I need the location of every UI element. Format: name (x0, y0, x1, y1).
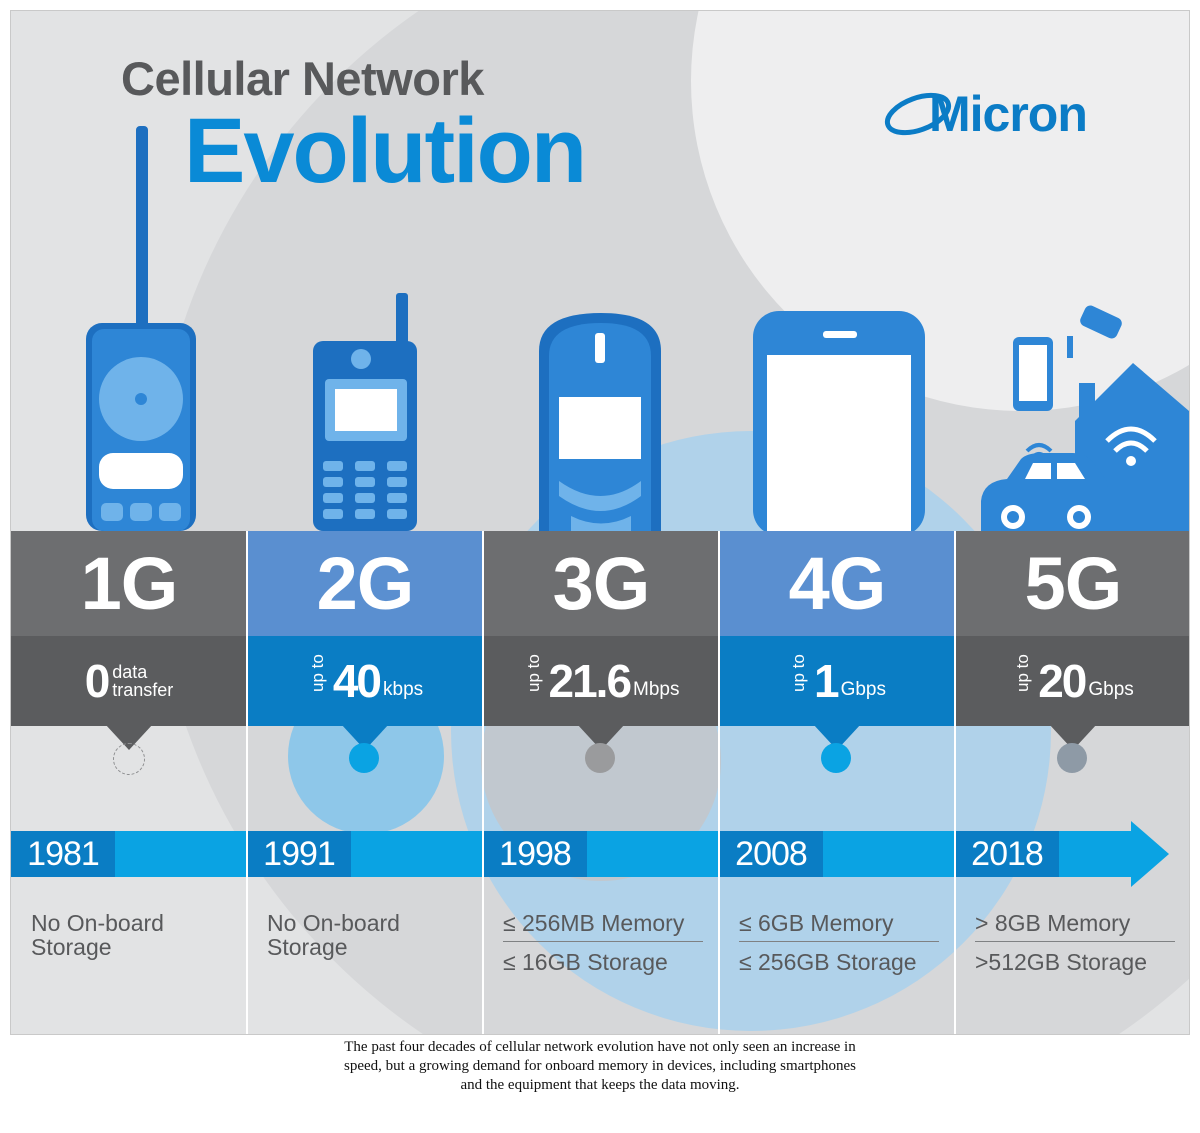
micron-logo-text: Micron (929, 86, 1088, 142)
year-label: 1981 (11, 831, 115, 877)
timeline-dot (1057, 743, 1087, 773)
column-divider (482, 531, 484, 1034)
speed-value: 20 (1038, 655, 1087, 707)
speed-value: 21.6 (548, 655, 633, 707)
year-label: 2008 (719, 831, 823, 877)
year-label: 1998 (483, 831, 587, 877)
speed-band: up to 1 Gbps (719, 636, 955, 750)
generation-label: 2G (247, 531, 483, 636)
storage-line: ≤ 16GB Storage (503, 949, 668, 975)
generation-column-4g: 4G up to 1 Gbps 2008 ≤ 6GB Memory ≤ 256G… (719, 531, 955, 1034)
caption: The past four decades of cellular networ… (344, 1039, 856, 1093)
generation-column-2g: 2G up to 40 kbps 1991 No On-board Storag… (247, 531, 483, 1034)
year-bar: 2008 (719, 831, 955, 877)
timeline-dot (821, 743, 851, 773)
storage-info: ≤ 256MB Memory ≤ 16GB Storage (503, 911, 703, 974)
storage-info: ≤ 6GB Memory ≤ 256GB Storage (739, 911, 939, 974)
speed-unit: kbps (383, 679, 424, 700)
brick-phone-icon (86, 126, 196, 531)
speed-prefix: up to (1013, 654, 1033, 692)
speed-unit: Mbps (633, 679, 680, 700)
speed-value: 40 (332, 655, 382, 707)
speed-text-line-2: transfer (112, 680, 174, 700)
storage-line-1: No On-board (31, 910, 164, 936)
infographic-panel: Cellular Network Evolution Micron 1G 0 d… (10, 10, 1190, 1035)
year-bar: 2018 (955, 831, 1109, 877)
generation-label: 5G (955, 531, 1189, 636)
memory-line: ≤ 6GB Memory (739, 911, 939, 942)
candybar-phone-icon (539, 313, 661, 531)
year-bar: 1998 (483, 831, 719, 877)
iot-devices-icon (981, 305, 1189, 531)
title-line-2: Evolution (184, 100, 587, 202)
year-bar: 1981 (11, 831, 247, 877)
year-bar: 1991 (247, 831, 483, 877)
speed-band: up to 20 Gbps (955, 636, 1189, 750)
speed-text-line-1: data (112, 662, 148, 682)
generation-label: 1G (11, 531, 247, 636)
speed-unit: Gbps (840, 679, 886, 700)
generation-label: 3G (483, 531, 719, 636)
timeline-dot (113, 743, 145, 775)
micron-logo-icon (884, 92, 952, 136)
speed-unit: Gbps (1088, 679, 1134, 700)
speed-band: up to 21.6 Mbps (483, 636, 719, 750)
speed-prefix: up to (523, 654, 543, 692)
storage-info: No On-board Storage (267, 911, 467, 959)
title-line-1: Cellular Network (121, 52, 484, 105)
memory-line: > 8GB Memory (975, 911, 1175, 942)
speed-value: 1 (813, 655, 840, 707)
speed-band: 0 data transfer (11, 636, 247, 750)
storage-line-1: No On-board (267, 910, 400, 936)
generation-label: 4G (719, 531, 955, 636)
speed-band: up to 40 kbps (247, 636, 483, 750)
timeline-dot (585, 743, 615, 773)
timeline-arrow-icon (1109, 821, 1169, 887)
speed-prefix: up to (788, 654, 808, 692)
memory-line: ≤ 256MB Memory (503, 911, 703, 942)
column-divider (246, 531, 248, 1034)
generation-column-3g: 3G up to 21.6 Mbps 1998 ≤ 256MB Memory ≤… (483, 531, 719, 1034)
speed-prefix: up to (307, 654, 327, 692)
year-label: 2018 (955, 831, 1059, 877)
storage-line-2: Storage (267, 934, 348, 960)
storage-line: ≤ 256GB Storage (739, 949, 917, 975)
column-divider (718, 531, 720, 1034)
storage-line: >512GB Storage (975, 949, 1147, 975)
smartphone-icon (753, 311, 925, 536)
year-label: 1991 (247, 831, 351, 877)
storage-info: No On-board Storage (31, 911, 231, 959)
storage-info: > 8GB Memory >512GB Storage (975, 911, 1175, 974)
timeline-dot (349, 743, 379, 773)
speed-value: 0 (84, 655, 111, 707)
generation-column-5g: 5G up to 20 Gbps 2018 > 8GB Memory >512G… (955, 531, 1189, 1034)
storage-line-2: Storage (31, 934, 112, 960)
mobile-phone-icon (313, 293, 417, 531)
generation-column-1g: 1G 0 data transfer 1981 No On-board Stor… (11, 531, 247, 1034)
column-divider (954, 531, 956, 1034)
